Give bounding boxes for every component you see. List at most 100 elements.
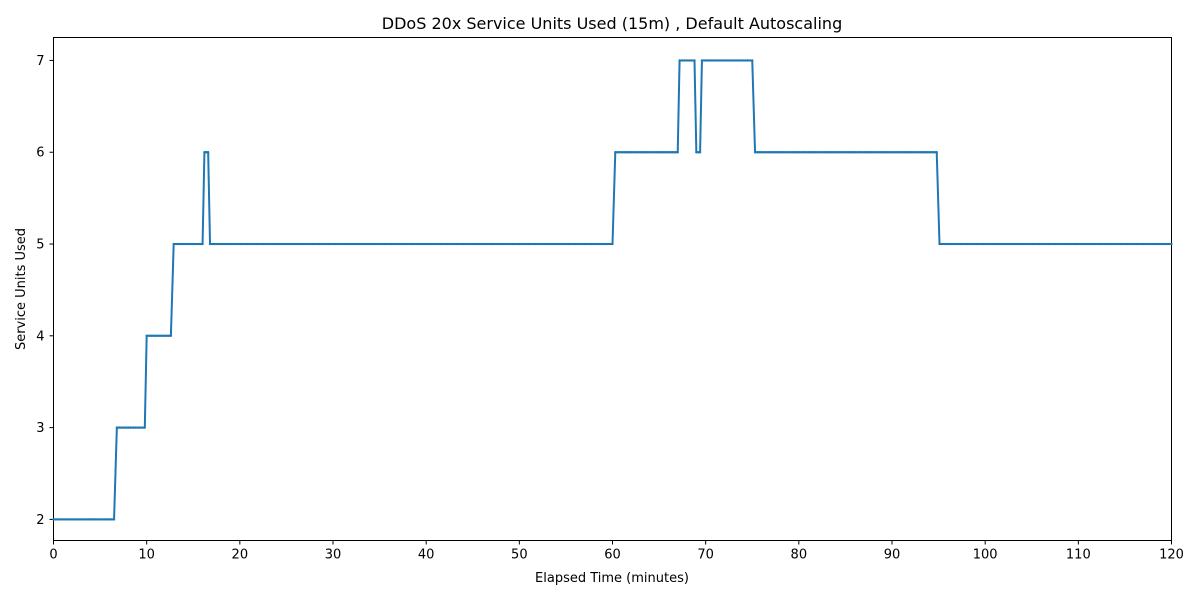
series-point (678, 59, 681, 62)
series-point (325, 242, 328, 246)
series-point (469, 242, 472, 246)
series-point (756, 151, 759, 154)
series-point (928, 151, 931, 154)
series-point (714, 59, 717, 62)
series-point (961, 242, 964, 246)
series-point (425, 242, 428, 246)
series-point (700, 59, 704, 62)
series-point (553, 242, 556, 246)
series-point (108, 518, 111, 521)
series-point (332, 242, 335, 246)
series-point (741, 59, 745, 62)
series-point (980, 242, 983, 246)
series-point (697, 151, 700, 154)
series-point (669, 151, 672, 154)
y-axis-ticks: 2 3 4 5 6 7 (36, 54, 54, 528)
series-point (1158, 242, 1162, 246)
series-point (362, 242, 365, 246)
series-point (963, 242, 967, 246)
series-point (735, 59, 738, 62)
series-point (527, 242, 530, 246)
series-layer (52, 59, 1173, 521)
series-point (655, 151, 659, 154)
x-tick-label: 10 (138, 548, 155, 563)
series-point (991, 242, 995, 246)
series-point (1112, 242, 1115, 246)
series-point (809, 151, 813, 154)
series-point (392, 242, 396, 246)
series-point (1142, 242, 1145, 246)
series-point (550, 242, 554, 246)
series-point (474, 242, 477, 246)
series-point (1010, 242, 1013, 246)
series-point (287, 242, 291, 246)
series-point (1144, 242, 1148, 246)
series-point (346, 242, 349, 246)
series-point (220, 242, 223, 246)
series-point (471, 242, 475, 246)
x-tick-label: 40 (418, 548, 435, 563)
series-point (721, 59, 724, 62)
series-point (355, 242, 358, 246)
series-point (952, 242, 955, 246)
series-point (779, 151, 782, 154)
series-point (110, 518, 113, 521)
series-point (374, 242, 377, 246)
series-point (623, 151, 626, 154)
series-point (169, 334, 173, 338)
series-point (543, 242, 547, 246)
series-point (860, 151, 864, 154)
series-point (800, 151, 803, 154)
series-point (879, 151, 883, 154)
series-point (989, 242, 992, 246)
series-point (292, 242, 295, 246)
series-point (404, 242, 407, 246)
series-point (893, 151, 896, 154)
series-point (705, 59, 708, 62)
y-tick-label: 6 (36, 146, 44, 161)
series-point (858, 151, 862, 154)
series-point (334, 242, 337, 246)
series-point (1114, 242, 1118, 246)
series-point (341, 242, 344, 246)
series-point (693, 59, 696, 62)
series-point (1070, 242, 1073, 246)
series-point (357, 242, 361, 246)
series-point (872, 151, 876, 154)
series-point (1147, 242, 1150, 246)
series-point (1098, 242, 1101, 246)
series-point (1047, 242, 1050, 246)
series-point (723, 59, 727, 62)
series-point (529, 242, 533, 246)
series-point (608, 242, 612, 246)
series-point (891, 151, 894, 154)
series-point (124, 426, 128, 429)
series-point (513, 242, 516, 246)
series-point (854, 151, 857, 154)
series-point (1028, 242, 1032, 246)
series-point (225, 242, 228, 246)
x-tick-label: 0 (49, 548, 57, 563)
series-point (186, 242, 190, 246)
series-point (481, 242, 484, 246)
series-point (157, 334, 160, 338)
series-point (835, 151, 838, 154)
series-point (450, 242, 454, 246)
series-point (380, 242, 384, 246)
series-point (120, 426, 123, 429)
series-point (912, 151, 915, 154)
series-point (145, 334, 148, 338)
series-point (1017, 242, 1020, 246)
series-point (387, 242, 391, 246)
series-point (616, 151, 619, 154)
x-tick-label: 50 (511, 548, 528, 563)
series-point (1045, 242, 1048, 246)
series-point (257, 242, 261, 246)
series-point (206, 151, 210, 154)
series-point (243, 242, 247, 246)
series-point (611, 242, 614, 246)
series-point (982, 242, 985, 246)
series-point (501, 242, 505, 246)
series-point (923, 151, 927, 154)
